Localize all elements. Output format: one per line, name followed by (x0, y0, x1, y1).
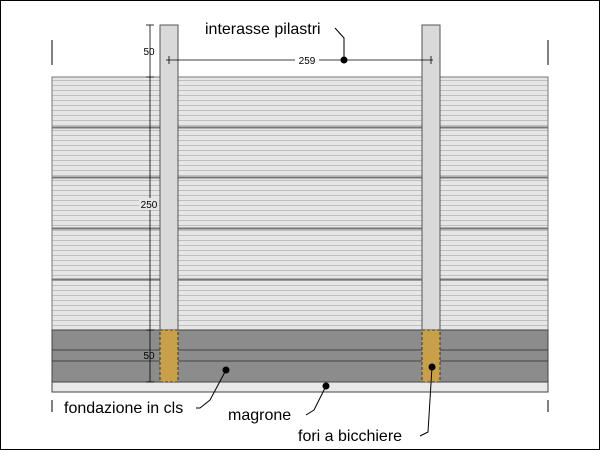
label: interasse pilastri (205, 21, 321, 38)
label: magrone (228, 407, 291, 424)
dim-label-bg (139, 198, 159, 210)
label: fondazione in cls (64, 400, 183, 417)
dim-label: 50 (143, 351, 155, 362)
column (421, 24, 441, 331)
socket-hole (159, 329, 179, 383)
wall-panels (51, 76, 549, 331)
socket-hole (421, 329, 441, 383)
panel (51, 279, 549, 331)
leader-dot (322, 382, 330, 390)
label: fori a bicchiere (298, 428, 402, 445)
dim-label-bg (295, 54, 319, 66)
panel (51, 228, 549, 280)
leaders (196, 27, 433, 437)
leader (419, 366, 433, 437)
dim-label: 50 (143, 47, 155, 58)
dim-label: 259 (299, 56, 316, 67)
panel (51, 76, 549, 128)
dim-label: 250 (141, 200, 158, 211)
panel (51, 177, 549, 229)
leader-dot (340, 56, 348, 64)
leader (305, 385, 327, 416)
leader (196, 369, 227, 409)
leader-dot (428, 363, 436, 371)
lean-concrete (51, 381, 549, 393)
panel (51, 127, 549, 178)
foundation (51, 329, 549, 383)
column (159, 24, 179, 331)
leader-dot (222, 366, 230, 374)
leader (334, 27, 345, 60)
